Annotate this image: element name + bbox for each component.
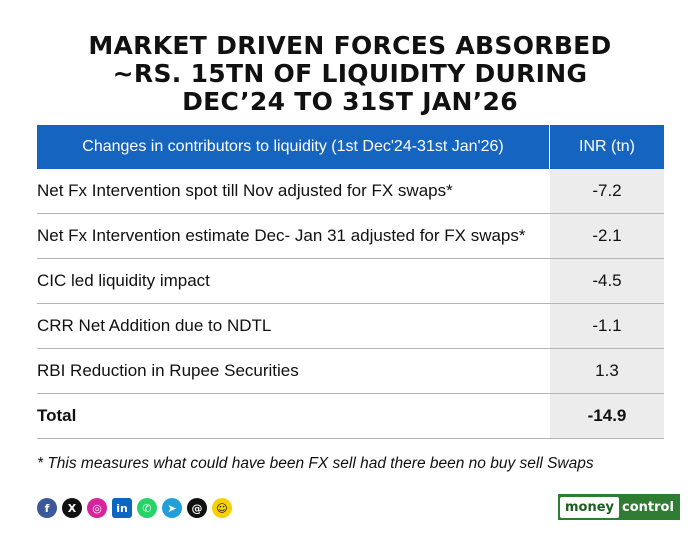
row-value: -7.2 xyxy=(550,169,664,213)
title-line-1: MARKET DRIVEN FORCES ABSORBED xyxy=(88,31,612,60)
instagram-icon[interactable]: ◎ xyxy=(87,498,107,518)
linkedin-icon[interactable]: in xyxy=(112,498,132,518)
table-row: Net Fx Intervention estimate Dec- Jan 31… xyxy=(37,214,664,259)
row-value: -1.1 xyxy=(550,304,664,348)
row-label: Net Fx Intervention spot till Nov adjust… xyxy=(37,181,453,200)
table-row: RBI Reduction in Rupee Securities 1.3 xyxy=(37,349,664,394)
row-label: CIC led liquidity impact xyxy=(37,271,210,290)
table-total-row: Total -14.9 xyxy=(37,394,664,439)
x-icon[interactable]: X xyxy=(62,498,82,518)
snapchat-icon[interactable]: ☺ xyxy=(212,498,232,518)
row-value: -2.1 xyxy=(550,214,664,258)
logo-part-control: control xyxy=(622,499,674,515)
row-label: CRR Net Addition due to NDTL xyxy=(37,316,272,335)
social-share-bar: f X ◎ in ✆ ➤ @ ☺ xyxy=(37,498,232,518)
title-line-3: DEC’24 TO 31ST JAN’26 xyxy=(182,87,518,116)
table-row: Net Fx Intervention spot till Nov adjust… xyxy=(37,169,664,214)
facebook-icon[interactable]: f xyxy=(37,498,57,518)
page-title: MARKET DRIVEN FORCES ABSORBED ~RS. 15TN … xyxy=(0,32,700,116)
footnote: * This measures what could have been FX … xyxy=(37,455,594,472)
table-header-row: Changes in contributors to liquidity (1s… xyxy=(37,125,664,169)
total-label: Total xyxy=(37,406,77,425)
column-header-inr: INR (tn) xyxy=(579,138,635,155)
liquidity-table: Changes in contributors to liquidity (1s… xyxy=(37,125,664,439)
table-row: CRR Net Addition due to NDTL -1.1 xyxy=(37,304,664,349)
threads-icon[interactable]: @ xyxy=(187,498,207,518)
whatsapp-icon[interactable]: ✆ xyxy=(137,498,157,518)
column-header-contributors: Changes in contributors to liquidity (1s… xyxy=(37,125,550,169)
table-row: CIC led liquidity impact -4.5 xyxy=(37,259,664,304)
row-label: RBI Reduction in Rupee Securities xyxy=(37,361,299,380)
title-line-2: ~RS. 15TN OF LIQUIDITY DURING xyxy=(112,59,588,88)
row-label: Net Fx Intervention estimate Dec- Jan 31… xyxy=(37,226,526,245)
row-value: -4.5 xyxy=(550,259,664,303)
row-value: 1.3 xyxy=(550,349,664,393)
moneycontrol-logo: money control xyxy=(558,494,680,520)
total-value: -14.9 xyxy=(550,394,664,438)
logo-part-money: money xyxy=(560,496,620,518)
telegram-icon[interactable]: ➤ xyxy=(162,498,182,518)
